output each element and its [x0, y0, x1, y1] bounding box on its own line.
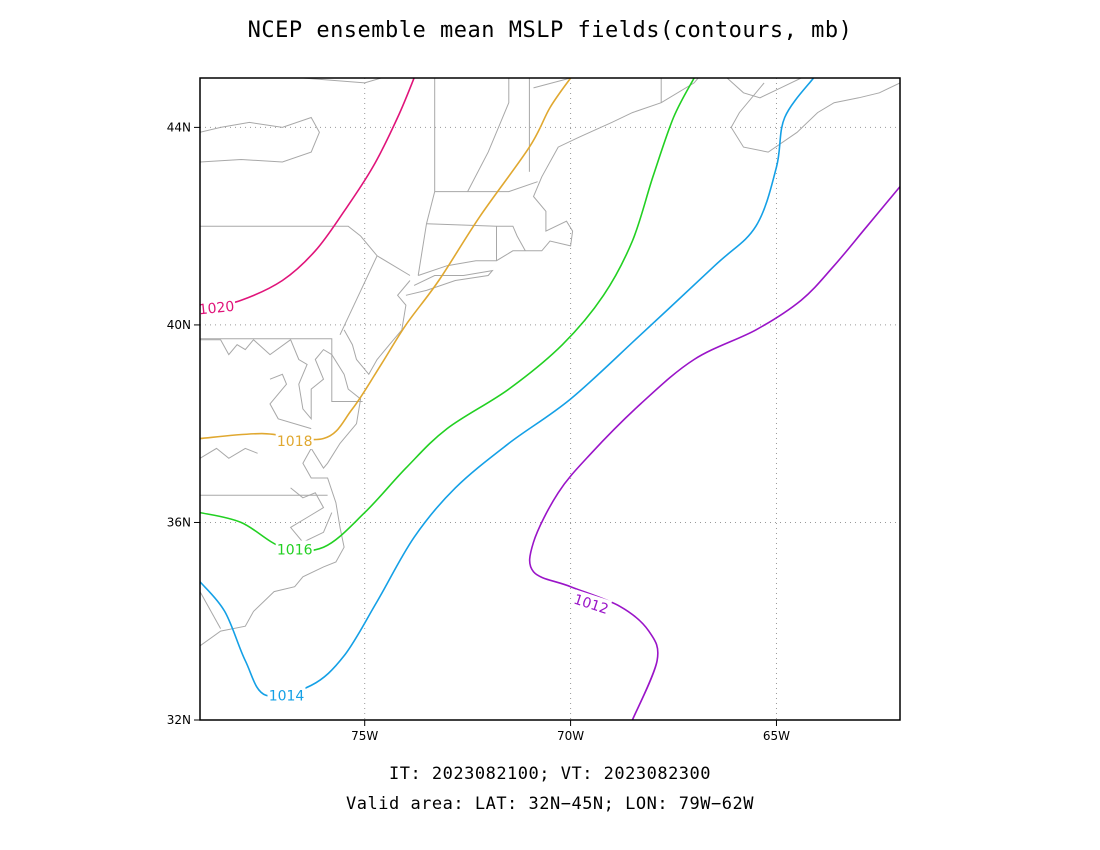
state-border: [417, 78, 436, 276]
contour-label-1014: 1014: [267, 686, 306, 704]
chart-title: NCEP ensemble mean MSLP fields(contours,…: [247, 18, 853, 43]
contour-label-mask: [275, 432, 314, 449]
isobar-1012: [528, 186, 900, 720]
land-boundaries: [200, 78, 900, 647]
lat-tick-label: 36N: [167, 515, 191, 529]
contour-label-mask: [570, 589, 613, 618]
state-border: [533, 78, 571, 89]
coastline: [200, 447, 258, 459]
contour-label-text: 1016: [277, 543, 313, 559]
state-border: [200, 338, 363, 402]
isobar-1020: [200, 78, 415, 311]
lat-tick-label: 32N: [167, 713, 191, 727]
lat-tick-label: 40N: [167, 318, 191, 332]
isobar-contours: [200, 78, 900, 720]
state-border: [434, 181, 538, 193]
state-border: [269, 373, 312, 430]
coastline: [726, 78, 802, 99]
state-border: [302, 78, 382, 84]
state-border: [467, 78, 510, 192]
valid-area: Valid area: LAT: 32N−45N; LON: 79W−62W: [346, 794, 754, 814]
contour-label-text: 1014: [269, 688, 305, 704]
plot-frame: [199, 77, 901, 721]
state-border: [200, 225, 411, 276]
axis-ticks: 75W 70W 65W 44N 40N 36N 32N: [167, 120, 790, 743]
init-valid-time: IT: 2023082100; VT: 2023082300: [388, 764, 712, 784]
coastline: [418, 78, 699, 276]
contour-label-text: 1012: [571, 592, 610, 618]
contour-label-1018: 1018: [275, 432, 314, 450]
contour-label-1020: 1020: [196, 296, 237, 319]
contour-label-mask: [275, 540, 314, 558]
state-border: [200, 591, 222, 629]
coastline: [405, 269, 494, 296]
coastline: [200, 116, 320, 163]
contour-label-text: 1018: [277, 434, 313, 450]
contour-label-mask: [196, 296, 237, 318]
lat-tick-label: 44N: [167, 120, 191, 134]
lon-tick-label: 75W: [351, 729, 378, 743]
isobar-1016: [200, 78, 695, 552]
contour-label-text: 1020: [198, 299, 235, 319]
state-border: [426, 223, 526, 252]
coastline: [730, 82, 900, 153]
contour-labels: 1020 1018 1016 1014 1012: [196, 296, 613, 704]
contour-label-1016: 1016: [275, 540, 314, 559]
state-border: [339, 255, 378, 336]
coastline: [289, 487, 333, 543]
graticule: [200, 78, 900, 720]
contour-label-mask: [267, 686, 306, 704]
lon-tick-label: 65W: [763, 729, 790, 743]
lon-tick-label: 70W: [557, 729, 584, 743]
isobar-1014: [200, 78, 815, 698]
coastline: [200, 338, 362, 647]
coastline: [343, 280, 411, 376]
